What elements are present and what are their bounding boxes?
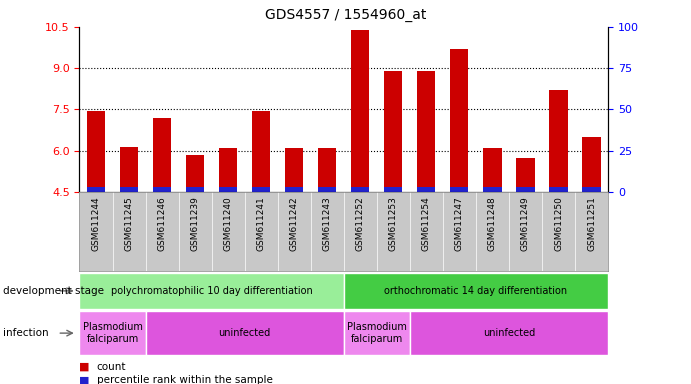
Bar (549, 187, 567, 192)
Text: GDS4557 / 1554960_at: GDS4557 / 1554960_at (265, 8, 426, 22)
Bar (344, 311, 410, 355)
Text: uninfected: uninfected (483, 328, 535, 338)
Text: GSM611244: GSM611244 (91, 196, 100, 251)
Text: GSM611245: GSM611245 (124, 196, 133, 251)
Bar (318, 187, 337, 192)
Text: GSM611250: GSM611250 (554, 196, 563, 251)
Text: Plasmodium
falciparum: Plasmodium falciparum (347, 322, 407, 344)
Bar (384, 71, 402, 192)
Text: ■: ■ (79, 375, 90, 384)
Text: orthochromatic 14 day differentiation: orthochromatic 14 day differentiation (384, 286, 567, 296)
Bar (120, 187, 138, 192)
Bar (351, 30, 370, 192)
Text: ■: ■ (79, 362, 90, 372)
Bar (344, 273, 608, 309)
Bar (417, 71, 435, 192)
Bar (252, 111, 270, 192)
Bar (549, 90, 567, 192)
Bar (79, 311, 146, 355)
Bar (186, 187, 204, 192)
Text: GSM611243: GSM611243 (323, 196, 332, 251)
Bar (516, 157, 535, 192)
Text: GSM611249: GSM611249 (521, 196, 530, 251)
Bar (484, 148, 502, 192)
Bar (451, 49, 468, 192)
Bar (153, 187, 171, 192)
Bar (451, 187, 468, 192)
Bar (120, 147, 138, 192)
Text: GSM611253: GSM611253 (389, 196, 398, 251)
Text: GSM611239: GSM611239 (191, 196, 200, 251)
Bar (516, 187, 535, 192)
Bar (87, 187, 105, 192)
Bar (146, 311, 344, 355)
Bar (87, 111, 105, 192)
Bar (285, 187, 303, 192)
Bar (153, 118, 171, 192)
Bar (219, 187, 237, 192)
Bar (484, 187, 502, 192)
Bar (79, 273, 344, 309)
Text: polychromatophilic 10 day differentiation: polychromatophilic 10 day differentiatio… (111, 286, 312, 296)
Bar (583, 137, 600, 192)
Text: GSM611242: GSM611242 (290, 196, 299, 251)
Text: uninfected: uninfected (218, 328, 271, 338)
Bar (417, 187, 435, 192)
Bar (252, 187, 270, 192)
Text: GSM611254: GSM611254 (422, 196, 431, 251)
Bar (351, 187, 370, 192)
Bar (583, 187, 600, 192)
Text: Plasmodium
falciparum: Plasmodium falciparum (82, 322, 142, 344)
Text: count: count (97, 362, 126, 372)
Bar (318, 148, 337, 192)
Text: GSM611252: GSM611252 (356, 196, 365, 251)
Bar (219, 148, 237, 192)
Text: GSM611247: GSM611247 (455, 196, 464, 251)
Text: infection: infection (3, 328, 49, 338)
Bar (285, 148, 303, 192)
Text: GSM611246: GSM611246 (158, 196, 167, 251)
Text: GSM611251: GSM611251 (587, 196, 596, 251)
Bar (384, 187, 402, 192)
Bar (186, 155, 204, 192)
Text: GSM611248: GSM611248 (488, 196, 497, 251)
Text: development stage: development stage (3, 286, 104, 296)
Bar (410, 311, 608, 355)
Text: GSM611240: GSM611240 (224, 196, 233, 251)
Text: percentile rank within the sample: percentile rank within the sample (97, 375, 273, 384)
Text: GSM611241: GSM611241 (256, 196, 265, 251)
